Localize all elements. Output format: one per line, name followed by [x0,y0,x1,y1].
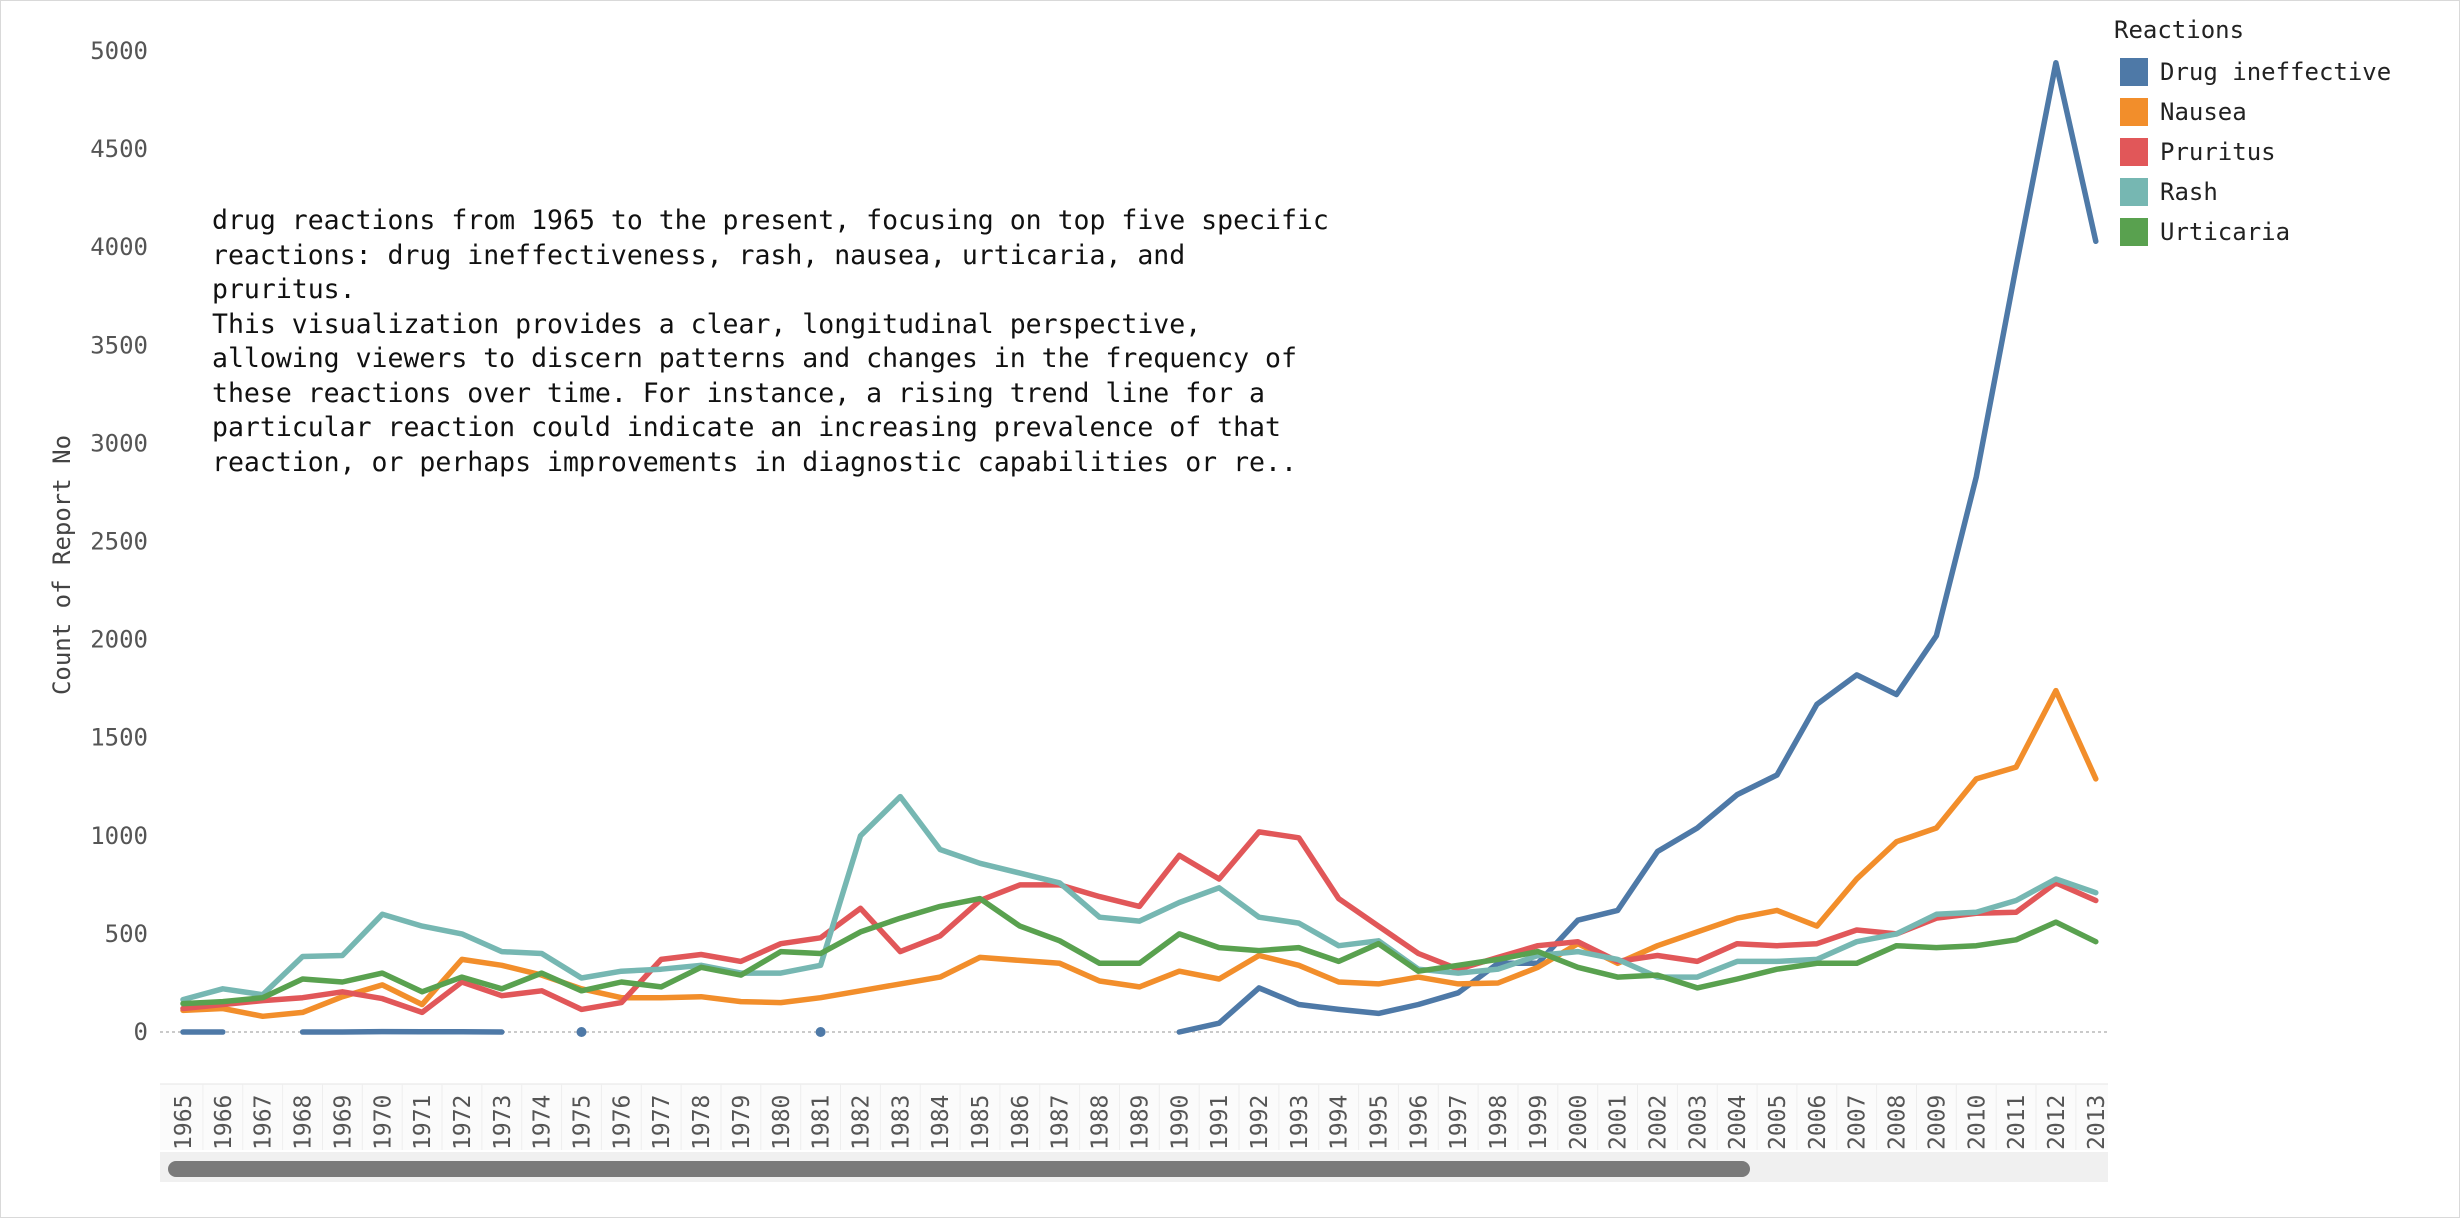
x-tick-label: 1999 [1526,1095,1552,1150]
x-tick-label: 1998 [1486,1095,1512,1150]
x-tick-label: 1983 [888,1095,914,1150]
x-tick-label: 2010 [1964,1095,1990,1150]
x-tick-label: 2009 [1924,1095,1950,1150]
series-lines [180,60,2099,1037]
y-tick-label: 3000 [90,429,148,457]
legend-item-urticaria[interactable]: Urticaria [2114,212,2391,252]
x-tick-label: 2004 [1725,1095,1751,1150]
legend-swatch [2120,178,2148,206]
x-tick-label: 1995 [1367,1095,1393,1150]
x-tick-label: 2006 [1805,1095,1831,1150]
legend-swatch [2120,218,2148,246]
x-tick-label: 1997 [1446,1095,1472,1150]
x-tick-label: 2005 [1765,1095,1791,1150]
series-line-nausea[interactable] [180,687,2099,1020]
x-tick-label: 2007 [1845,1095,1871,1150]
x-tick-label: 2013 [2084,1095,2110,1150]
x-tick-label: 2012 [2044,1095,2070,1150]
x-tick-label: 2001 [1606,1095,1632,1150]
y-tick-label: 2500 [90,528,148,556]
y-tick-label: 4500 [90,135,148,163]
x-tick-label: 1991 [1207,1095,1233,1150]
x-tick-label: 1980 [769,1095,795,1150]
x-tick-label: 1968 [291,1095,317,1150]
y-tick-label: 4000 [90,233,148,261]
x-tick-label: 1974 [530,1095,556,1150]
legend-label: Pruritus [2160,138,2276,166]
x-tick-label: 1982 [848,1095,874,1150]
x-tick-label: 1970 [370,1095,396,1150]
x-axis: 1965 1966 1967 1968 1969 1970 1971 1972 1973 1974… [160,1083,2110,1150]
x-tick-label: 1977 [649,1095,675,1150]
x-tick-label: 2002 [1645,1095,1671,1150]
x-tick-label: 1994 [1327,1095,1353,1150]
x-tick-label: 1969 [330,1095,356,1150]
x-tick-label: 1985 [968,1095,994,1150]
series-line-urticaria[interactable] [180,895,2099,1007]
y-tick-label: 2000 [90,626,148,654]
y-tick-label: 0 [134,1018,148,1046]
legend-title: Reactions [2114,16,2245,44]
scrollbar-thumb[interactable] [168,1161,1750,1177]
y-tick-label: 5000 [90,37,148,65]
x-tick-label: 1990 [1167,1095,1193,1150]
x-tick-label: 1996 [1406,1095,1432,1150]
legend-swatch [2120,58,2148,86]
series-point-drug-ineffective[interactable] [576,1027,587,1037]
legend: Reactions Drug ineffective Nausea Prurit… [2114,14,2391,252]
y-tick-label: 1500 [90,724,148,752]
legend-label: Nausea [2160,98,2247,126]
y-tick-label: 1000 [90,822,148,850]
x-tick-label: 1971 [410,1095,436,1150]
x-tick-label: 1986 [1008,1095,1034,1150]
annotation-paragraph-2: This visualization provides a clear, lon… [212,308,1297,478]
x-tick-label: 1981 [809,1095,835,1150]
x-tick-label: 2011 [2004,1095,2030,1150]
x-tick-label: 1976 [609,1095,635,1150]
x-tick-label: 1979 [729,1095,755,1150]
x-tick-label: 1984 [928,1095,954,1150]
annotation-paragraph-1: drug reactions from 1965 to the present,… [212,205,1329,305]
series-line-drug-ineffective[interactable] [1176,60,2099,1035]
x-tick-label: 1975 [570,1095,596,1150]
legend-swatch [2120,98,2148,126]
legend-label: Rash [2160,178,2218,206]
x-tick-label: 1973 [490,1095,516,1150]
x-tick-label: 2000 [1566,1095,1592,1150]
x-tick-label: 2003 [1685,1095,1711,1150]
legend-item-rash[interactable]: Rash [2114,172,2391,212]
y-tick-label: 3500 [90,331,148,359]
y-tick-label: 500 [105,920,148,948]
series-point-drug-ineffective[interactable] [815,1027,826,1037]
y-axis: 0 500 1000 1500 2000 2500 3000 3500 4000 4500 5000 [90,37,2108,1046]
x-tick-label: 1988 [1088,1095,1114,1150]
legend-label: Drug ineffective [2160,58,2392,86]
x-tick-label: 1966 [211,1095,237,1150]
annotation-text: drug reactions from 1965 to the present,… [212,204,1332,480]
legend-label: Urticaria [2160,218,2291,246]
series-line-rash[interactable] [180,793,2099,1003]
legend-item-drug-ineffective[interactable]: Drug ineffective [2114,52,2391,92]
x-tick-label: 1978 [689,1095,715,1150]
legend-swatch [2120,138,2148,166]
x-tick-label: 1972 [450,1095,476,1150]
x-tick-label: 1992 [1247,1095,1273,1150]
x-tick-label: 1965 [171,1095,197,1150]
x-tick-label: 1987 [1048,1095,1074,1150]
x-tick-label: 1993 [1287,1095,1313,1150]
x-tick-label: 1989 [1127,1095,1153,1150]
x-tick-label: 2008 [1885,1095,1911,1150]
legend-item-nausea[interactable]: Nausea [2114,92,2391,132]
x-axis-band [160,1084,2108,1150]
y-axis-label: Count of Report No [48,435,76,695]
x-tick-label: 1967 [251,1095,277,1150]
legend-item-pruritus[interactable]: Pruritus [2114,132,2391,172]
series-line-pruritus[interactable] [180,829,2099,1016]
